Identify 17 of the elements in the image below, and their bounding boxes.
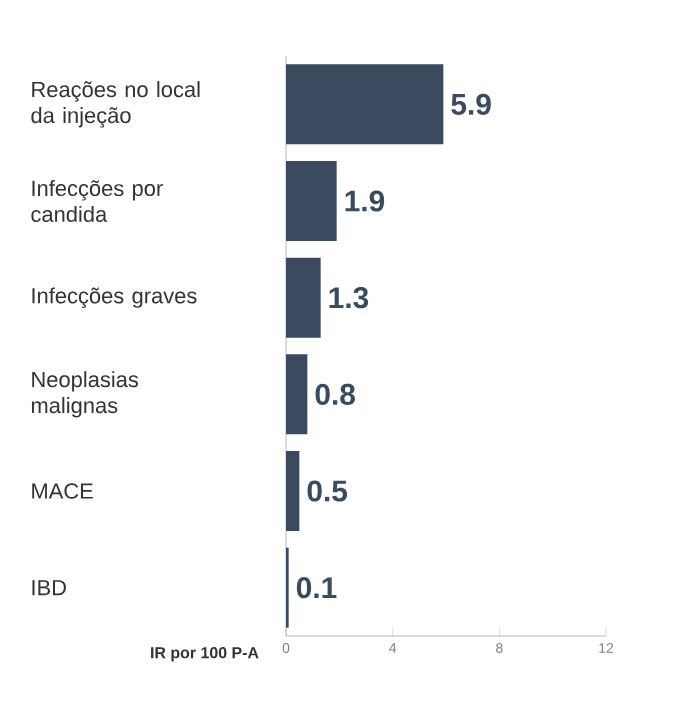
y-tick-label: Neoplasias malignas bbox=[31, 371, 139, 418]
data-label: 0.1 bbox=[296, 577, 337, 599]
bar bbox=[286, 64, 444, 145]
data-label: 1.3 bbox=[329, 287, 369, 309]
bar bbox=[286, 161, 337, 242]
bar bbox=[286, 354, 308, 435]
data-label: 1.9 bbox=[345, 190, 385, 212]
y-tick-label: Infecções graves bbox=[32, 287, 197, 308]
data-label: 0.5 bbox=[307, 480, 348, 502]
y-tick-label: Infecções por candida bbox=[31, 180, 163, 222]
y-tick-label: IBD bbox=[32, 580, 66, 596]
y-tick-label: Reações no local da injeção bbox=[31, 81, 200, 128]
data-label: 5.9 bbox=[451, 93, 491, 115]
y-tick-label: MACE bbox=[32, 483, 93, 499]
bar bbox=[286, 451, 300, 532]
bar bbox=[286, 257, 321, 338]
data-label: 0.8 bbox=[315, 383, 355, 405]
